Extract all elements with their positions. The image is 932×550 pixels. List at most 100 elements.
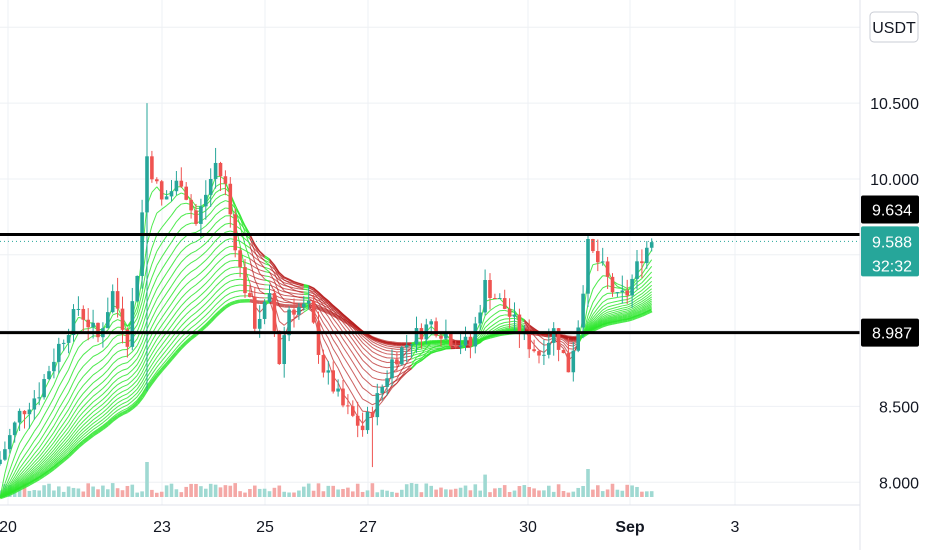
volume-bar	[208, 483, 213, 497]
ma-segment	[617, 315, 623, 318]
ma-segment	[101, 423, 109, 430]
ma-segment	[391, 344, 397, 347]
ma-segment	[9, 479, 16, 487]
ma-segment	[293, 289, 300, 293]
ma-segment	[602, 311, 608, 316]
ma-segment	[210, 292, 216, 299]
ma-segment	[259, 269, 265, 273]
ma-segment	[332, 305, 339, 311]
candle-body	[591, 239, 595, 252]
ma-segment	[176, 216, 182, 223]
ma-segment	[622, 306, 628, 309]
ma-segment	[14, 424, 21, 439]
ma-segment	[592, 323, 599, 328]
ma-segment	[421, 352, 427, 359]
ma-segment	[288, 279, 295, 284]
ma-segment	[38, 425, 45, 435]
candle-body	[248, 293, 252, 297]
ma-segment	[327, 311, 334, 319]
ma-segment	[107, 416, 114, 423]
ma-segment	[156, 355, 163, 363]
candle-body	[453, 345, 458, 348]
ma-segment	[136, 310, 143, 325]
candle-body	[439, 335, 443, 339]
ma-segment	[58, 447, 65, 454]
ma-segment	[102, 421, 109, 426]
ma-segment	[82, 394, 89, 401]
ma-segment	[19, 472, 25, 479]
ma-segment	[97, 398, 104, 404]
ma-segment	[342, 338, 349, 347]
ma-segment	[63, 369, 70, 379]
ma-segment	[97, 426, 104, 434]
ma-segment	[406, 355, 412, 358]
ma-segment	[92, 415, 99, 421]
ma-segment	[646, 309, 652, 313]
candle-body	[429, 321, 433, 325]
ma-segment	[141, 385, 148, 394]
ma-segment	[377, 338, 383, 342]
ma-segment	[73, 382, 79, 393]
volume-bar	[453, 488, 458, 497]
ma-segment	[107, 338, 114, 347]
currency-button[interactable]: USDT	[869, 11, 919, 43]
ma-segment	[62, 454, 70, 462]
ma-segment	[391, 382, 398, 389]
ma-segment	[636, 313, 643, 319]
candle-body	[106, 312, 110, 329]
ma-segment	[327, 301, 334, 309]
ma-segment	[82, 433, 89, 439]
ma-segment	[117, 369, 123, 374]
ma-segment	[587, 319, 594, 328]
candle-body	[321, 354, 326, 373]
ma-segment	[102, 399, 109, 405]
ma-segment	[53, 462, 60, 468]
ma-segment	[289, 298, 295, 301]
volume-bar	[630, 485, 634, 497]
ma-segment	[200, 303, 207, 309]
ma-segment	[9, 481, 16, 489]
ma-segment	[200, 267, 207, 274]
ma-segment	[38, 403, 45, 414]
ma-segment	[631, 315, 638, 321]
ma-segment	[225, 253, 231, 257]
ma-segment	[127, 393, 133, 399]
ma-segment	[141, 356, 148, 368]
ma-segment	[24, 472, 30, 478]
ma-segment	[43, 468, 50, 474]
ma-segment	[112, 378, 118, 384]
ma-segment	[195, 301, 202, 307]
ma-segment	[190, 305, 197, 311]
ma-segment	[136, 279, 143, 307]
x-axis[interactable]: 20 23 25 27 30 Sep 3	[0, 519, 740, 536]
ma-segment	[215, 210, 221, 216]
ma-segment	[19, 469, 25, 476]
ma-segment	[166, 337, 172, 345]
ma-segment	[416, 360, 422, 365]
ma-segment	[4, 477, 11, 489]
ma-segment	[479, 315, 486, 331]
ma-segment	[612, 316, 618, 319]
ma-segment	[499, 324, 505, 328]
ma-segment	[259, 254, 265, 262]
volume-bar	[620, 490, 625, 497]
ma-ribbon	[0, 176, 653, 500]
ma-segment	[210, 248, 216, 256]
ma-segment	[151, 298, 158, 310]
ma-segment	[215, 195, 221, 200]
ma-segment	[82, 437, 90, 444]
ma-segment	[337, 356, 344, 367]
ma-segment	[210, 304, 216, 311]
candle-body	[159, 181, 164, 200]
ma-segment	[327, 347, 334, 361]
ma-segment	[215, 305, 221, 311]
volume-bar	[478, 490, 482, 497]
ma-segment	[48, 452, 55, 459]
ma-segment	[509, 320, 515, 323]
ma-segment	[38, 454, 45, 461]
ma-segment	[141, 376, 148, 387]
ma-segment	[166, 285, 172, 294]
ma-segment	[87, 429, 94, 435]
ma-segment	[38, 440, 45, 449]
